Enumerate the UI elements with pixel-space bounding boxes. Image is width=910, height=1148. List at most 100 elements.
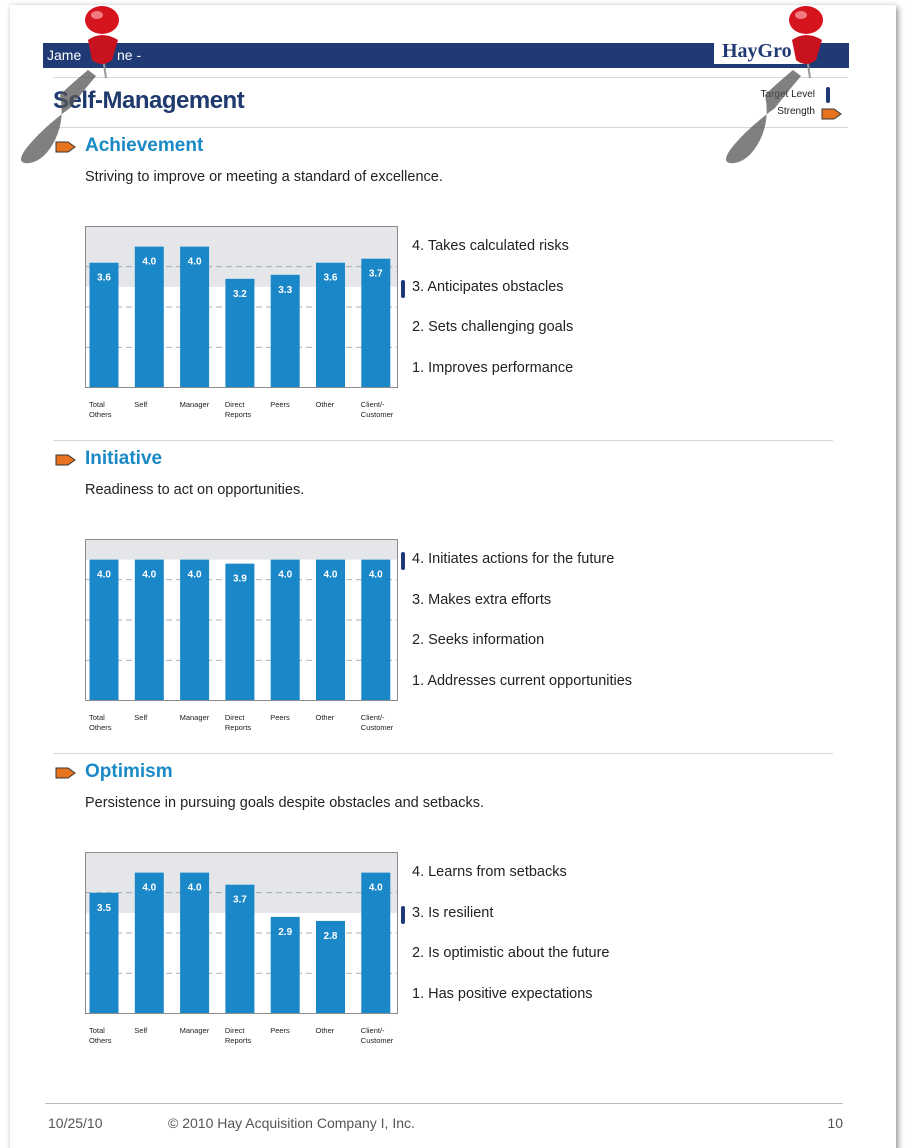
- behavior-item: 3. Is resilient: [412, 904, 494, 921]
- bar: [134, 559, 164, 701]
- x-tick-label: Total Others: [89, 713, 112, 732]
- value-label: 4.0: [324, 570, 338, 581]
- chart-frame: [85, 226, 398, 388]
- x-tick-label: Client/- Customer: [360, 1026, 394, 1045]
- legend-target-icon: [826, 87, 830, 103]
- x-tick-label: Peers: [270, 713, 290, 722]
- behavior-item: 2. Sets challenging goals: [412, 319, 574, 335]
- bar: [225, 884, 255, 1014]
- behavior-item: 4. Takes calculated risks: [412, 238, 569, 254]
- legend-label: Strength: [777, 106, 815, 117]
- value-label: 4.0: [142, 257, 156, 268]
- value-label: 4.0: [97, 570, 111, 581]
- strength-icon: [55, 141, 76, 153]
- section-description: Persistence in pursuing goals despite ob…: [85, 795, 484, 811]
- value-label: 4.0: [142, 883, 156, 894]
- bar: [225, 563, 255, 701]
- bar: [89, 262, 119, 388]
- value-label: 3.7: [233, 895, 247, 906]
- x-tick-label: Peers: [270, 400, 290, 409]
- section-title: Initiative: [85, 448, 163, 469]
- bar: [270, 274, 300, 388]
- bar: [89, 559, 119, 701]
- value-label: 3.6: [97, 273, 111, 284]
- strength-arrow: [55, 767, 76, 779]
- divider: [53, 753, 833, 754]
- value-label: 4.0: [188, 257, 202, 268]
- behavior-item: 3. Anticipates obstacles: [412, 278, 564, 295]
- value-label: 4.0: [369, 570, 383, 581]
- strength-icon: [55, 767, 76, 779]
- value-label: 4.0: [142, 570, 156, 581]
- strength-arrow: [55, 141, 76, 153]
- behavior-item: 1. Improves performance: [412, 359, 574, 376]
- x-tick-label: Direct Reports: [224, 400, 252, 419]
- value-label: 3.9: [233, 574, 247, 585]
- bar: [361, 872, 391, 1014]
- target-marker: [401, 905, 405, 924]
- bar: [361, 559, 391, 701]
- logo-box: [714, 38, 804, 64]
- x-tick-label: Self: [134, 1026, 148, 1035]
- x-tick-label: Manager: [179, 713, 210, 722]
- page-title: Self-Management: [53, 87, 245, 114]
- footer-page: 10: [827, 1115, 843, 1131]
- x-tick-label: Total Others: [89, 400, 112, 419]
- footer-line: [45, 1103, 843, 1104]
- chart-frame: [85, 852, 398, 1014]
- strength-icon: [55, 454, 76, 466]
- value-label: 3.3: [278, 285, 292, 296]
- chart: 3.6 4.0 4.0 3.2 3.3 3.6 3.7: [85, 226, 398, 388]
- section-description: Readiness to act on opportunities.: [85, 482, 305, 498]
- value-label: 3.5: [97, 903, 111, 914]
- divider: [53, 440, 833, 441]
- legend-strength-icon: [821, 108, 842, 120]
- target-marker: [401, 552, 405, 570]
- target-band: [85, 539, 398, 560]
- behavior-item: 2. Is optimistic about the future: [412, 945, 610, 961]
- header-name: Jame: [47, 47, 82, 63]
- behavior-item: 1. Addresses current opportunities: [412, 672, 633, 689]
- bar: [225, 278, 255, 388]
- value-label: 4.0: [278, 570, 292, 581]
- value-label: 4.0: [369, 883, 383, 894]
- value-label: 4.0: [188, 570, 202, 581]
- bar: [89, 892, 119, 1014]
- bar: [180, 246, 210, 388]
- x-tick-label: Other: [315, 400, 335, 409]
- value-label: 4.0: [188, 883, 202, 894]
- value-label: 2.8: [324, 931, 338, 942]
- value-label: 3.2: [233, 289, 247, 300]
- x-tick-label: Manager: [179, 1026, 210, 1035]
- section-title: Achievement: [85, 135, 204, 156]
- x-tick-label: Client/- Customer: [360, 400, 394, 419]
- behavior-item: 3. Makes extra efforts: [412, 591, 552, 608]
- bar: [134, 246, 164, 388]
- x-tick-label: Self: [134, 713, 148, 722]
- x-tick-label: Other: [315, 713, 335, 722]
- legend-label: Target Level: [760, 89, 815, 100]
- x-tick-label: Peers: [270, 1026, 290, 1035]
- behavior-item: 4. Learns from setbacks: [412, 864, 567, 880]
- section-description: Striving to improve or meeting a standar…: [85, 169, 443, 185]
- divider: [53, 77, 848, 78]
- behavior-item: 2. Seeks information: [412, 632, 545, 648]
- x-tick-label: Direct Reports: [224, 1026, 252, 1045]
- section-title: Optimism: [85, 761, 173, 782]
- bar: [316, 920, 345, 1014]
- x-tick-label: Client/- Customer: [360, 713, 394, 732]
- divider: [53, 127, 848, 128]
- strength-arrow: [55, 454, 76, 466]
- value-label: 2.9: [278, 927, 292, 938]
- behavior-item: 1. Has positive expectations: [412, 985, 593, 1002]
- bar: [361, 258, 391, 388]
- x-tick-label: Manager: [179, 400, 210, 409]
- footer-copyright: © 2010 Hay Acquisition Company I, Inc.: [168, 1115, 415, 1131]
- bar: [270, 916, 300, 1014]
- logo: HayGro: [722, 40, 792, 62]
- header-name: ne -: [117, 47, 142, 63]
- chart-frame: [85, 539, 398, 701]
- behavior-item: 4. Initiates actions for the future: [412, 551, 615, 567]
- x-tick-label: Total Others: [89, 1026, 112, 1045]
